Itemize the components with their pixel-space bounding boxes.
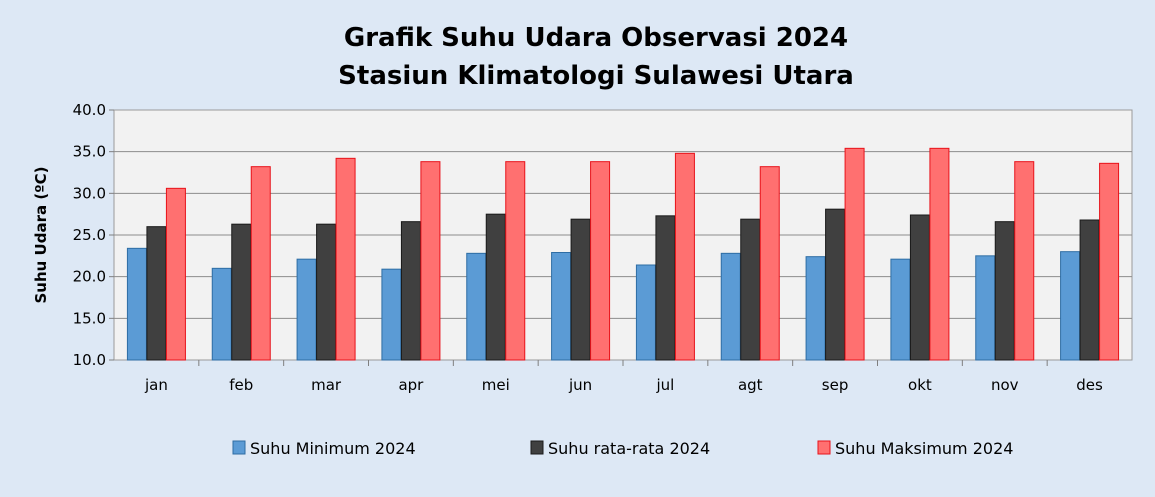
bar-maximum-mei — [505, 161, 526, 361]
chart-title-line-2: Stasiun Klimatologi Sulawesi Utara — [338, 61, 854, 91]
y-tick-label: 30.0 — [73, 184, 106, 202]
legend-label: Suhu Minimum 2024 — [250, 439, 416, 458]
bar-minimum-jun — [551, 252, 572, 361]
x-category-label: agt — [738, 376, 763, 394]
x-category-label: des — [1076, 376, 1103, 394]
x-category-label: sep — [822, 376, 849, 394]
y-tick-label: 40.0 — [73, 101, 106, 119]
y-tick-label: 10.0 — [73, 351, 106, 369]
x-category-label: jan — [144, 376, 168, 394]
legend: Suhu Minimum 2024 Suhu rata-rata 2024 Suhu… — [232, 439, 1013, 458]
bar-average-okt — [909, 214, 930, 361]
bar-average-des — [1079, 219, 1100, 361]
bar-average-mei — [485, 213, 506, 361]
legend-swatch — [817, 440, 831, 455]
bar-maximum-jun — [590, 161, 611, 361]
y-axis-label: Suhu Udara (ºC) — [32, 166, 50, 303]
bars — [126, 147, 1120, 361]
bar-minimum-okt — [890, 258, 911, 361]
bar-maximum-des — [1099, 162, 1120, 361]
x-category-label: mar — [311, 376, 342, 394]
y-tick-label: 25.0 — [73, 226, 106, 244]
chart-title-line-1: Grafik Suhu Udara Observasi 2024 — [344, 23, 848, 53]
x-axis-categories: jan feb mar apr mei jun jul agt sep okt nov des — [144, 360, 1103, 394]
bar-maximum-okt — [929, 147, 950, 361]
bar-maximum-apr — [420, 161, 441, 361]
legend-swatch — [232, 440, 246, 455]
bar-average-apr — [400, 221, 421, 361]
bar-minimum-apr — [381, 268, 402, 361]
x-category-label: mei — [482, 376, 510, 394]
y-axis-ticks: 10.0 15.0 20.0 25.0 30.0 35.0 40.0 — [73, 101, 114, 369]
legend-swatch — [530, 440, 544, 455]
x-category-label: nov — [991, 376, 1019, 394]
bar-minimum-mei — [466, 252, 487, 361]
bar-average-feb — [231, 223, 252, 361]
bar-minimum-mar — [296, 258, 317, 361]
y-tick-label: 15.0 — [73, 309, 106, 327]
bar-minimum-des — [1060, 251, 1081, 361]
bar-average-jan — [146, 226, 167, 361]
bar-average-mar — [316, 223, 337, 361]
x-category-label: jul — [655, 376, 674, 394]
x-category-label: okt — [908, 376, 932, 394]
legend-label: Suhu rata-rata 2024 — [548, 439, 710, 458]
bar-maximum-sep — [844, 147, 865, 361]
bar-average-nov — [994, 221, 1015, 361]
bar-minimum-nov — [975, 255, 996, 361]
bar-maximum-mar — [335, 157, 356, 361]
bar-maximum-nov — [1014, 161, 1035, 361]
x-category-label: apr — [398, 376, 424, 394]
bar-minimum-feb — [211, 267, 232, 361]
bar-average-jun — [570, 218, 591, 361]
x-category-label: jun — [568, 376, 592, 394]
gridlines — [114, 151, 1132, 319]
y-tick-label: 20.0 — [73, 268, 106, 286]
bar-average-jul — [655, 215, 676, 361]
bar-maximum-agt — [759, 166, 780, 361]
bar-minimum-sep — [805, 256, 826, 361]
bar-average-sep — [825, 208, 846, 361]
y-tick-label: 35.0 — [73, 143, 106, 161]
bar-maximum-jan — [165, 187, 186, 361]
bar-maximum-feb — [250, 166, 271, 361]
legend-label: Suhu Maksimum 2024 — [835, 439, 1013, 458]
bar-minimum-jul — [635, 264, 656, 361]
bar-average-agt — [740, 218, 761, 361]
bar-maximum-jul — [674, 152, 695, 361]
x-category-label: feb — [229, 376, 253, 394]
bar-minimum-jan — [126, 247, 147, 361]
bar-minimum-agt — [720, 252, 741, 361]
